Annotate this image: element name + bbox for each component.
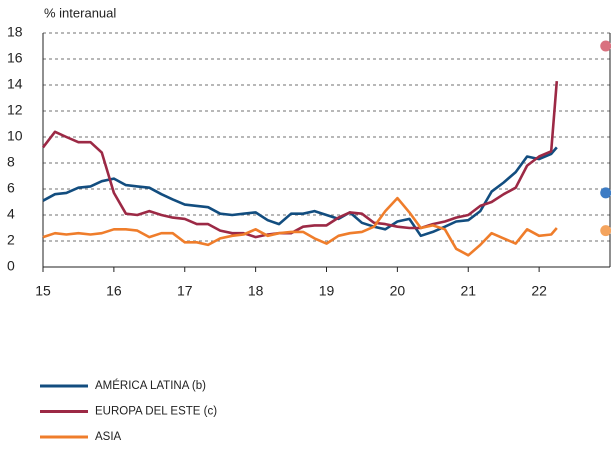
y-tick-label: 8	[7, 154, 15, 170]
x-tick-label: 21	[460, 283, 476, 299]
legend-label: ASIA	[95, 431, 122, 443]
y-tick-label: 6	[7, 180, 15, 196]
y-tick-label: 0	[7, 258, 15, 274]
end-marker	[600, 187, 611, 199]
y-tick-label: 4	[7, 206, 15, 222]
x-tick-label: 15	[35, 283, 51, 299]
x-tick-label: 16	[106, 283, 122, 299]
series-line	[41, 80, 559, 239]
x-tick-label: 20	[390, 283, 406, 299]
y-tick-label: 14	[7, 76, 23, 92]
end-marker	[600, 225, 611, 237]
y-tick-label: 2	[7, 232, 15, 248]
y-axis-label: % interanual	[44, 5, 116, 20]
x-tick-label: 22	[531, 283, 547, 299]
y-tick-label: 10	[7, 128, 23, 144]
end-marker	[600, 40, 611, 52]
legend-label: AMÉRICA LATINA (b)	[95, 379, 206, 392]
x-tick-label: 17	[177, 283, 193, 299]
series-line	[42, 146, 558, 238]
x-tick-label: 19	[319, 283, 335, 299]
y-tick-label: 12	[7, 102, 23, 118]
x-tick-label: 18	[248, 283, 264, 299]
y-tick-label: 18	[7, 24, 23, 40]
y-tick-label: 16	[7, 50, 23, 66]
legend-label: EUROPA DEL ESTE (c)	[95, 406, 217, 418]
series-line	[42, 196, 558, 257]
